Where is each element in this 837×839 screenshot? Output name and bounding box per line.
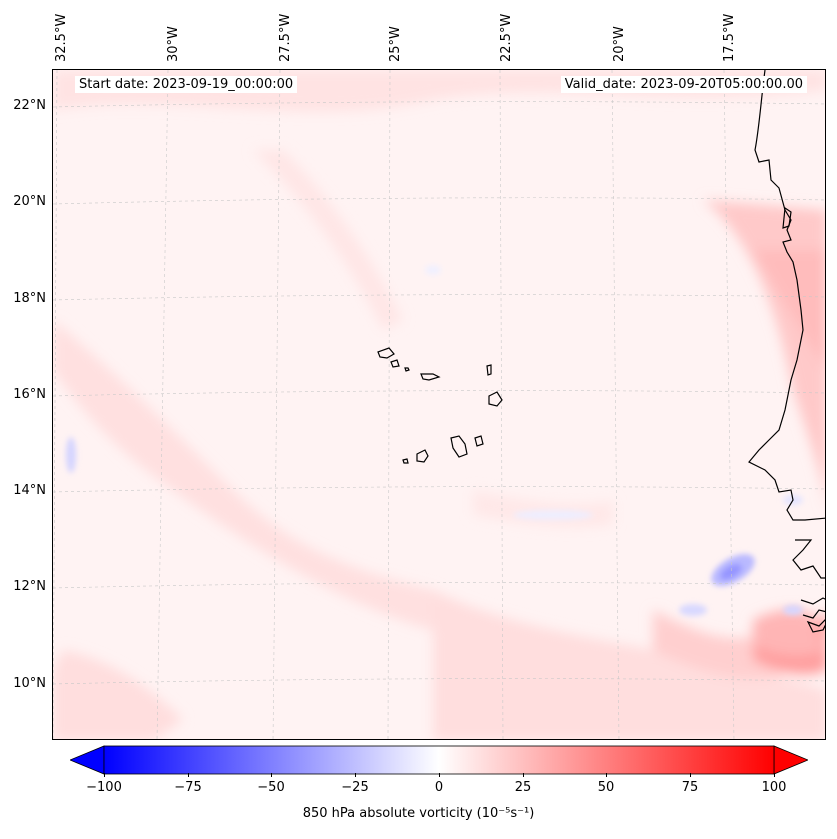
colorbar-label: 850 hPa absolute vorticity (10⁻⁵s⁻¹) bbox=[302, 806, 535, 821]
lon-label: 32.5°W bbox=[54, 13, 69, 62]
lon-label: 30°W bbox=[166, 26, 181, 62]
colorbar-tick: 0 bbox=[434, 780, 444, 795]
colorbar-tick: −100 bbox=[86, 780, 122, 795]
lat-label: 16°N bbox=[13, 387, 46, 402]
lon-label: 27.5°W bbox=[278, 13, 293, 62]
island-outlines bbox=[377, 347, 503, 464]
colorbar bbox=[68, 745, 810, 775]
vorticity-map[interactable]: Start date: 2023-09-19_00:00:00 Valid_da… bbox=[52, 69, 826, 740]
vorticity-field bbox=[53, 70, 825, 739]
lat-label: 20°N bbox=[13, 194, 46, 209]
coastline bbox=[748, 70, 825, 633]
lat-label: 18°N bbox=[13, 291, 46, 306]
lat-label: 12°N bbox=[13, 579, 46, 594]
negative-vorticity-areas bbox=[66, 265, 803, 616]
colorbar-tick: −75 bbox=[174, 780, 202, 795]
lon-label: 20°W bbox=[612, 26, 627, 62]
gridlines bbox=[53, 70, 825, 739]
valid-date-label: Valid_date: 2023-09-20T05:00:00.00 bbox=[560, 76, 807, 93]
colorbar-tick: 100 bbox=[761, 780, 787, 795]
lon-label: 25°W bbox=[388, 26, 403, 62]
colorbar-tick: −25 bbox=[341, 780, 369, 795]
start-date-label: Start date: 2023-09-19_00:00:00 bbox=[75, 76, 298, 93]
lat-label: 10°N bbox=[13, 676, 46, 691]
colorbar-tick: 50 bbox=[597, 780, 615, 795]
colorbar-tick: −50 bbox=[257, 780, 285, 795]
lon-label: 17.5°W bbox=[722, 13, 737, 62]
colorbar-tick: 75 bbox=[681, 780, 699, 795]
lon-label: 22.5°W bbox=[499, 13, 514, 62]
lat-label: 14°N bbox=[13, 483, 46, 498]
colorbar-tick: 25 bbox=[514, 780, 532, 795]
lat-label: 22°N bbox=[13, 98, 46, 113]
map-canvas bbox=[53, 70, 825, 739]
